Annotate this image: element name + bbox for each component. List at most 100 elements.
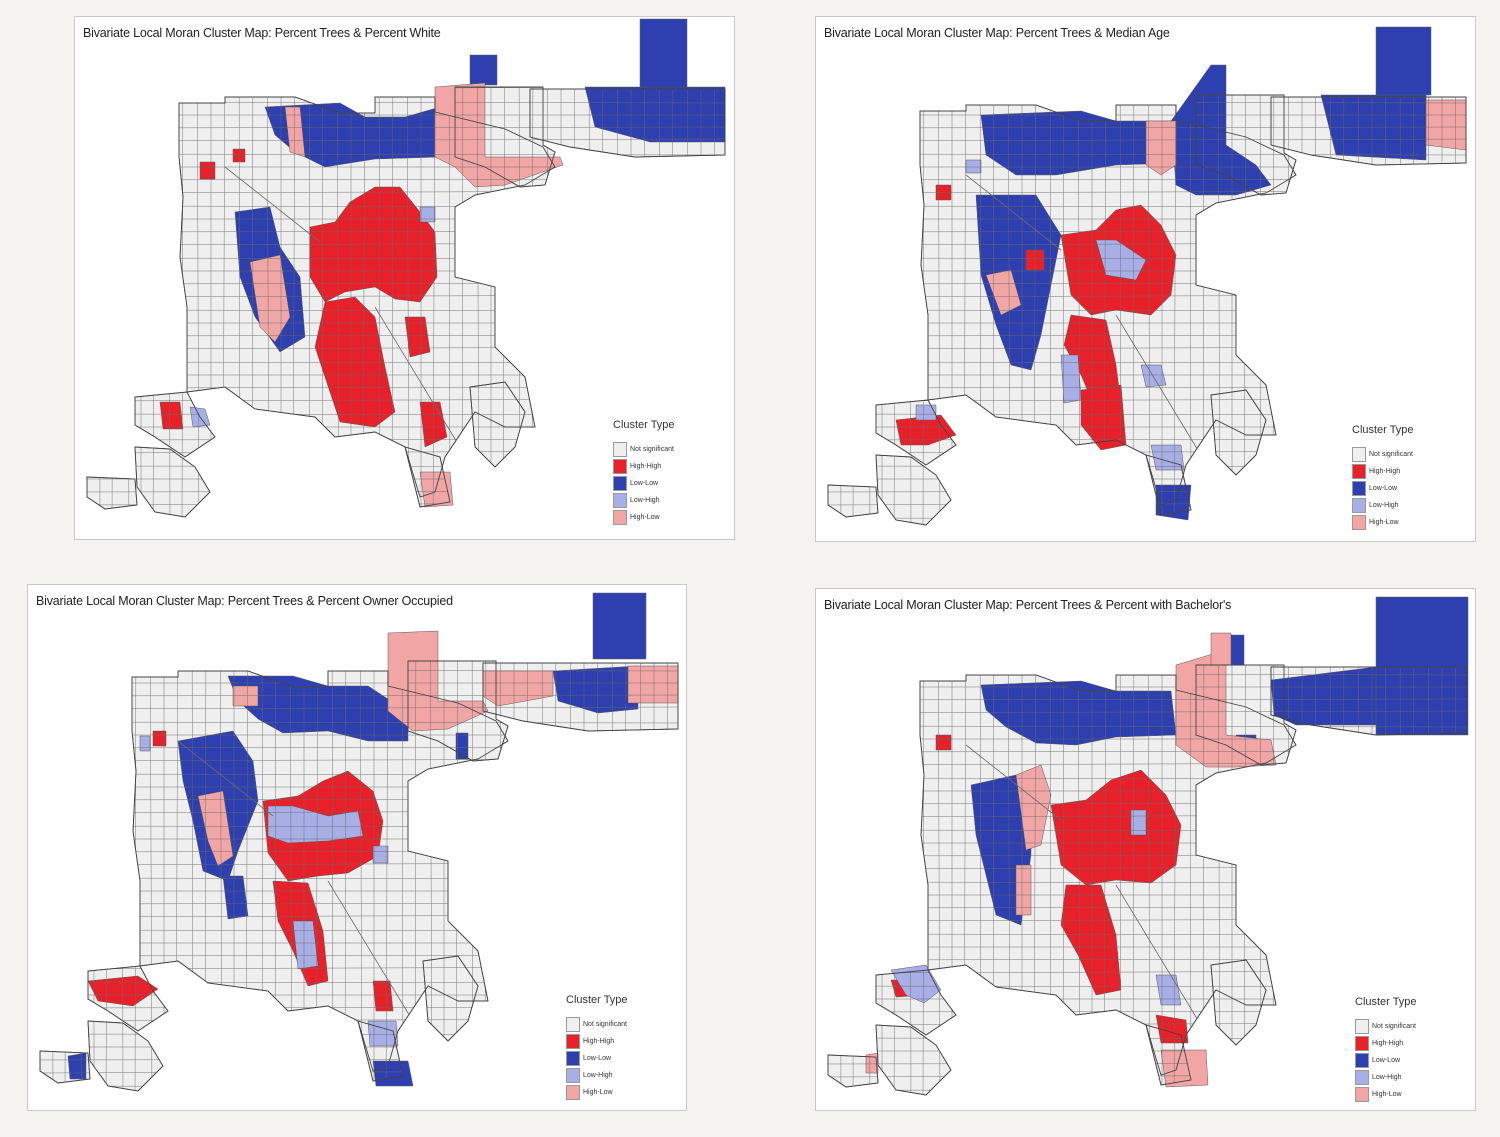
legend: Cluster Type Not significant High-High L… bbox=[1352, 424, 1414, 531]
low-high-area bbox=[965, 159, 982, 174]
map-title: Bivariate Local Moran Cluster Map: Perce… bbox=[824, 598, 1232, 612]
low-high-area bbox=[372, 845, 389, 864]
high-low-area bbox=[1145, 120, 1177, 176]
cluster-map bbox=[86, 18, 726, 518]
low-low-area bbox=[975, 194, 1062, 371]
high-high-area bbox=[1060, 884, 1122, 996]
low-high-area bbox=[267, 805, 364, 844]
high-high-area bbox=[1080, 384, 1127, 451]
low-low-area bbox=[1320, 94, 1427, 161]
legend-item-low-low: Low-Low bbox=[1355, 1052, 1417, 1069]
cluster-map-panel: Bivariate Local Moran Cluster Map: Perce… bbox=[815, 588, 1476, 1111]
low-low-area bbox=[592, 592, 647, 660]
high-high-area bbox=[232, 148, 246, 163]
legend-swatch bbox=[1352, 498, 1366, 513]
low-high-area bbox=[367, 1020, 399, 1047]
high-high-area bbox=[309, 186, 438, 303]
cluster-map bbox=[827, 596, 1469, 1096]
legend-item-high-low: High-Low bbox=[613, 509, 675, 526]
legend-swatch bbox=[566, 1068, 580, 1083]
high-low-area bbox=[249, 254, 291, 343]
legend-item-low-high: Low-High bbox=[566, 1067, 628, 1084]
legend-item-high-high: High-High bbox=[1352, 463, 1414, 480]
cluster-map-panel: Bivariate Local Moran Cluster Map: Perce… bbox=[74, 16, 735, 540]
high-high-area bbox=[159, 401, 184, 430]
legend-item-not-significant: Not significant bbox=[613, 441, 675, 458]
cluster-map bbox=[39, 592, 679, 1092]
legend: Cluster Type Not significant High-High L… bbox=[613, 419, 675, 526]
legend-swatch bbox=[566, 1017, 580, 1032]
legend-swatch bbox=[1355, 1036, 1369, 1051]
high-low-area bbox=[1425, 99, 1467, 151]
high-high-area bbox=[199, 161, 216, 180]
legend-item-high-high: High-High bbox=[1355, 1035, 1417, 1052]
low-high-area bbox=[1140, 364, 1167, 388]
high-high-area bbox=[1155, 1014, 1189, 1044]
high-high-area bbox=[935, 734, 952, 751]
low-high-area bbox=[419, 206, 436, 223]
low-low-area bbox=[222, 875, 249, 920]
legend-swatch bbox=[613, 493, 627, 508]
legend-swatch bbox=[1355, 1087, 1369, 1102]
legend-swatch bbox=[1352, 481, 1366, 496]
legend-item-high-low: High-Low bbox=[1355, 1086, 1417, 1103]
high-low-area bbox=[1210, 632, 1232, 666]
high-high-area bbox=[314, 296, 396, 428]
legend-item-low-high: Low-High bbox=[1352, 497, 1414, 514]
cluster-map-panel: Bivariate Local Moran Cluster Map: Perce… bbox=[815, 16, 1476, 542]
low-low-area bbox=[1375, 596, 1469, 736]
legend-swatch bbox=[1355, 1053, 1369, 1068]
legend-swatch bbox=[566, 1085, 580, 1100]
cluster-map bbox=[827, 26, 1467, 526]
high-high-area bbox=[87, 975, 159, 1007]
low-high-area bbox=[139, 735, 151, 752]
legend-swatch bbox=[613, 459, 627, 474]
low-high-area bbox=[292, 920, 319, 970]
high-high-area bbox=[1050, 769, 1182, 886]
legend-swatch bbox=[1355, 1019, 1369, 1034]
low-high-area bbox=[890, 964, 942, 1004]
cluster-map-panel: Bivariate Local Moran Cluster Map: Perce… bbox=[27, 584, 687, 1111]
high-low-area bbox=[627, 665, 679, 704]
legend-swatch bbox=[613, 442, 627, 457]
legend-item-high-high: High-High bbox=[566, 1033, 628, 1050]
legend-swatch bbox=[1352, 447, 1366, 462]
high-low-area bbox=[1015, 864, 1032, 916]
legend-item-low-low: Low-Low bbox=[1352, 480, 1414, 497]
legend: Cluster Type Not significant High-High L… bbox=[566, 994, 628, 1101]
high-low-area bbox=[985, 269, 1022, 316]
legend-title: Cluster Type bbox=[613, 419, 675, 431]
high-high-area bbox=[372, 980, 394, 1012]
high-low-area bbox=[419, 471, 454, 508]
map-title: Bivariate Local Moran Cluster Map: Perce… bbox=[83, 26, 441, 40]
high-low-area bbox=[387, 630, 489, 732]
legend-swatch bbox=[1352, 464, 1366, 479]
low-low-area bbox=[67, 1052, 87, 1080]
legend-item-low-low: Low-Low bbox=[613, 475, 675, 492]
legend-swatch bbox=[613, 476, 627, 491]
low-low-area bbox=[552, 665, 639, 714]
legend-swatch bbox=[1352, 515, 1366, 530]
legend-swatch bbox=[566, 1051, 580, 1066]
legend-item-high-low: High-Low bbox=[1352, 514, 1414, 531]
legend: Cluster Type Not significant High-High L… bbox=[1355, 996, 1417, 1103]
legend-item-not-significant: Not significant bbox=[566, 1016, 628, 1033]
high-low-area bbox=[865, 1052, 879, 1074]
legend-item-high-high: High-High bbox=[613, 458, 675, 475]
low-high-area bbox=[915, 404, 937, 421]
legend-title: Cluster Type bbox=[1355, 996, 1417, 1008]
legend-item-low-high: Low-High bbox=[613, 492, 675, 509]
low-low-area bbox=[372, 1060, 414, 1087]
legend-item-high-low: High-Low bbox=[566, 1084, 628, 1101]
legend-title: Cluster Type bbox=[1352, 424, 1414, 436]
legend-item-low-high: Low-High bbox=[1355, 1069, 1417, 1086]
low-low-area bbox=[469, 54, 498, 86]
legend-item-low-low: Low-Low bbox=[566, 1050, 628, 1067]
low-low-area bbox=[639, 18, 688, 96]
legend-title: Cluster Type bbox=[566, 994, 628, 1006]
high-low-area bbox=[284, 106, 306, 158]
legend-swatch bbox=[566, 1034, 580, 1049]
high-low-area bbox=[232, 685, 259, 707]
low-low-area bbox=[1375, 26, 1432, 96]
map-title: Bivariate Local Moran Cluster Map: Perce… bbox=[824, 26, 1170, 40]
